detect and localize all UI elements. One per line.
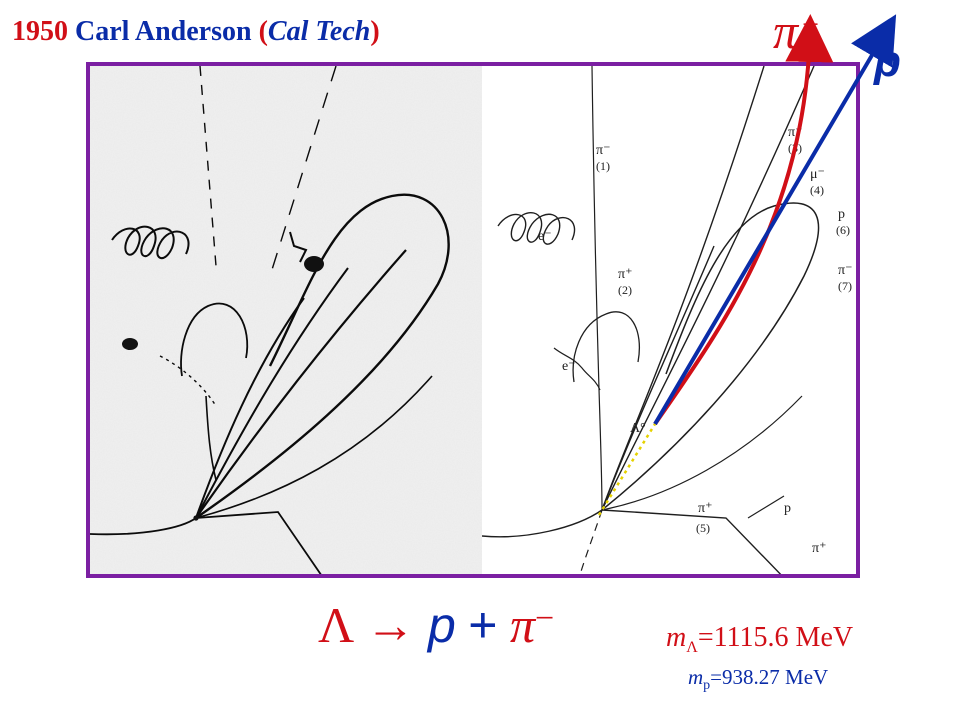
diagram-track-left-vertical xyxy=(591,66,603,511)
diagram-spiral xyxy=(497,211,576,245)
diagram-label-pi-plus-right: π⁺ xyxy=(812,541,826,556)
diagram-label-mu-minus: μ⁻ xyxy=(810,167,825,182)
diagram-secondary-loop xyxy=(572,311,640,383)
diagram-track-loop xyxy=(601,202,820,511)
title-open-paren: ( xyxy=(258,16,268,47)
diagram-label-pi-plus-5-num: (5) xyxy=(696,521,710,535)
lambda-mass: mΛ=1115.6 MeV xyxy=(666,622,854,656)
photo-spiral xyxy=(111,225,190,260)
formula-lambda: Λ xyxy=(318,597,353,653)
diagram-label-pi-plus-5: π⁺ xyxy=(698,501,712,516)
diagram-label-lambda-zero: Λ° xyxy=(630,421,646,436)
photo-blob-center xyxy=(304,256,324,272)
diagram-label-e-minus-bottom: e⁻ xyxy=(562,359,576,374)
diagram-label-pi-plus-3-num: (3) xyxy=(788,141,802,155)
diagram-label-pi-plus-3: π⁺ xyxy=(788,125,802,140)
photo-track-bottom-left xyxy=(90,517,197,536)
photo-vertex xyxy=(193,515,199,521)
lambda-mass-symbol: m xyxy=(666,622,687,653)
diagram-track-down-dashed xyxy=(579,509,603,574)
proton-mass: mp=938.27 MeV xyxy=(688,665,829,693)
proton-mass-value: =938.27 MeV xyxy=(710,665,829,689)
photo-track-curve-right xyxy=(195,375,433,519)
photo-track-main-1 xyxy=(195,249,407,519)
title-name: Carl Anderson xyxy=(75,16,252,47)
photo-kink-mark xyxy=(289,231,308,263)
proton-mass-symbol: m xyxy=(688,665,704,689)
formula-pion: π xyxy=(509,597,536,653)
title-year: 1950 xyxy=(12,16,68,47)
photo-grain xyxy=(90,66,482,574)
event-frame: π⁻ (1) π⁺ (3) μ⁻ (4) p (6) e⁻ π⁺ (2) π⁻ … xyxy=(86,62,860,578)
diagram-label-e-minus-top: e⁻ xyxy=(538,229,552,244)
diagram-label-pi-minus-7-num: (7) xyxy=(838,279,852,293)
decay-formula: Λ → p + π− xyxy=(318,600,554,650)
formula-charge: − xyxy=(535,600,555,637)
diagram-track-p-branch xyxy=(747,495,785,519)
top-pion-symbol: π xyxy=(773,3,799,59)
photo-track-dashed-diagonal xyxy=(269,66,337,277)
diagram-label-p: p xyxy=(838,207,845,222)
diagram-track-bottom-right xyxy=(601,509,782,574)
diagram-label-pi-plus-2: π⁺ xyxy=(618,267,632,282)
diagram-label-pi-minus-1: π⁻ xyxy=(596,143,610,158)
top-pion-charge: − xyxy=(800,8,821,41)
diagram-label-p-num: (6) xyxy=(836,223,850,237)
title-close-paren: ) xyxy=(370,16,380,47)
photo-track-loop xyxy=(195,193,450,519)
diagram-label-pi-minus-1-num: (1) xyxy=(596,159,610,173)
proton-mass-subscript: p xyxy=(703,678,711,693)
lambda-mass-value: =1115.6 MeV xyxy=(697,622,854,653)
photo-track-bottom-right xyxy=(195,511,322,574)
lambda-mass-subscript: Λ xyxy=(686,639,698,656)
annotated-diagram: π⁻ (1) π⁺ (3) μ⁻ (4) p (6) e⁻ π⁺ (2) π⁻ … xyxy=(481,66,856,574)
diagram-track-bottom-left xyxy=(481,509,603,538)
photo-blob-left xyxy=(122,338,138,350)
diagram-label-pi-minus-7: π⁻ xyxy=(838,263,852,278)
top-proton-label: p xyxy=(874,37,901,86)
photo-track-dashed-top xyxy=(199,66,217,267)
bubble-chamber-photo xyxy=(90,66,482,574)
diagram-track-right xyxy=(601,395,803,511)
title-institution: Cal Tech xyxy=(267,16,371,47)
photo-track-main-3 xyxy=(195,267,349,519)
photo-tracks xyxy=(90,66,482,574)
diagram-label-pi-plus-2-num: (2) xyxy=(618,283,632,297)
diagram-tracks: π⁻ (1) π⁺ (3) μ⁻ (4) p (6) e⁻ π⁺ (2) π⁻ … xyxy=(481,66,852,574)
diagram-label-mu-minus-num: (4) xyxy=(810,183,824,197)
photo-track-main-2 xyxy=(195,297,305,519)
photo-secondary-loop xyxy=(180,302,249,377)
photo-track-dotted-left xyxy=(159,355,217,407)
diagram-track-3 xyxy=(601,66,815,511)
formula-proton: p xyxy=(427,597,456,653)
formula-arrow: → xyxy=(365,597,416,653)
page-title: 1950 Carl Anderson (Cal Tech) xyxy=(12,16,380,48)
photo-track-left-up xyxy=(205,395,217,481)
top-pion-label: π− xyxy=(773,3,821,59)
diagram-label-p-bottom: p xyxy=(784,501,791,516)
diagram-wavy-electron xyxy=(553,347,601,391)
formula-plus: + xyxy=(468,597,498,653)
